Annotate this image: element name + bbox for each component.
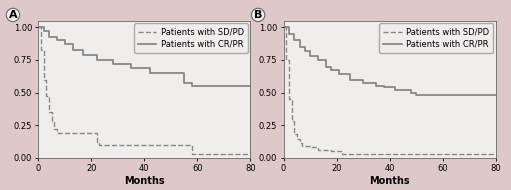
X-axis label: Months: Months [124, 176, 165, 186]
Text: B: B [254, 10, 262, 20]
X-axis label: Months: Months [369, 176, 410, 186]
Legend: Patients with SD/PD, Patients with CR/PR: Patients with SD/PD, Patients with CR/PR [379, 23, 493, 53]
Text: A: A [9, 10, 17, 20]
Legend: Patients with SD/PD, Patients with CR/PR: Patients with SD/PD, Patients with CR/PR [134, 23, 248, 53]
